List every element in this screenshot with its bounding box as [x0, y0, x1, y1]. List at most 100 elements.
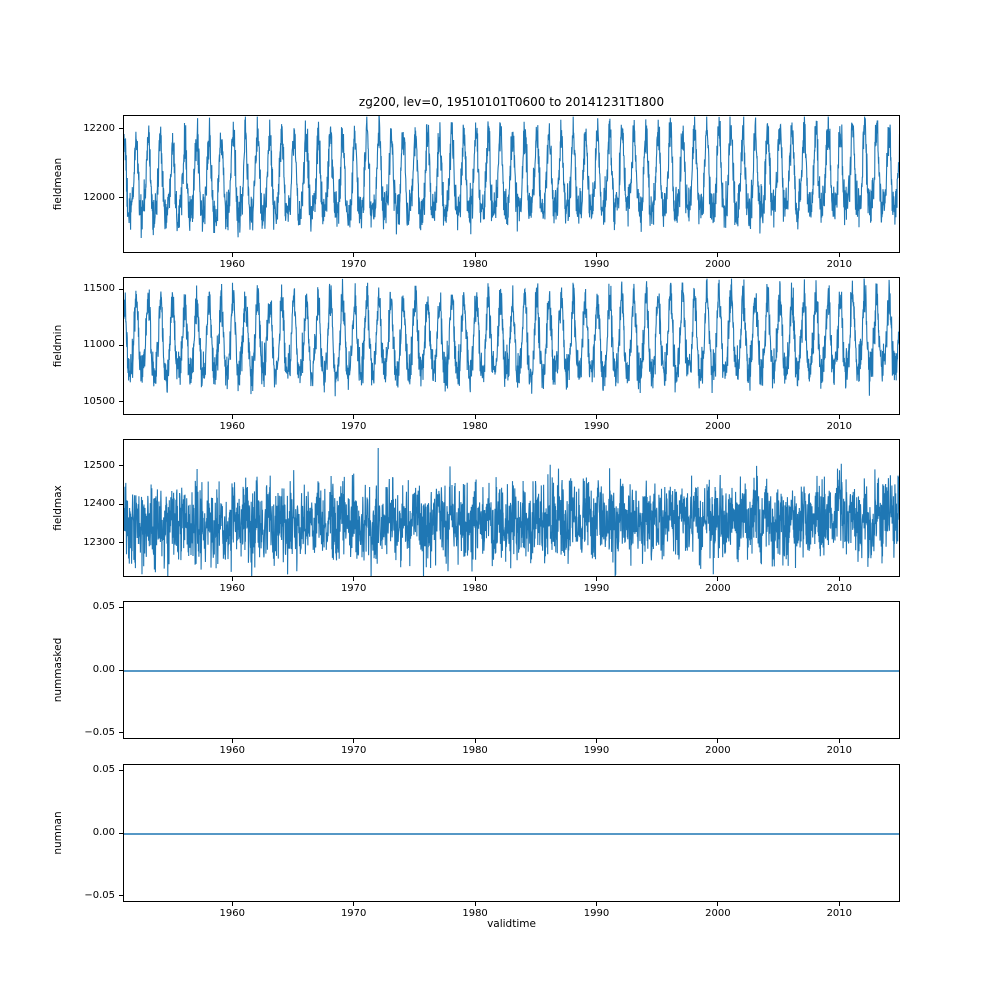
y-tick-mark: [119, 669, 123, 671]
figure-title: zg200, lev=0, 19510101T0600 to 20141231T…: [358, 95, 665, 109]
x-tick-label: 2010: [826, 745, 853, 756]
y-tick-mark: [119, 197, 123, 199]
plot-canvas-fieldmin: [124, 278, 899, 397]
y-tick-label: 11000: [83, 339, 115, 351]
y-tick-label: 12300: [83, 536, 115, 548]
y-tick-mark: [119, 895, 123, 897]
subplot-numnan: numnan 0.05 0.00 −0.05 1960 1970 1980 1990 2000…: [0, 764, 1000, 919]
x-tick-mark: [717, 739, 719, 743]
x-tick-label: 1980: [462, 259, 488, 270]
x-tick-mark: [353, 415, 355, 419]
x-tick-label: 2010: [826, 908, 853, 919]
x-tick-label: 2000: [705, 908, 731, 919]
x-tick-label: 1960: [219, 259, 245, 270]
plot-area-nummasked: [123, 601, 900, 739]
y-tick-label: −0.05: [84, 726, 115, 738]
y-tick-mark: [119, 769, 123, 771]
plot-area-fieldmax: [123, 439, 900, 577]
x-tick-mark: [595, 577, 597, 581]
x-tick-mark: [474, 253, 476, 257]
x-tick-mark: [231, 902, 233, 906]
plot-canvas-fieldmax: [124, 447, 899, 576]
x-tick-mark: [838, 577, 840, 581]
y-tick-label: 0.00: [92, 664, 115, 675]
x-tick-label: 2010: [826, 583, 853, 594]
y-tick-label: 12500: [83, 459, 115, 471]
x-tick-label: 1990: [583, 583, 610, 594]
x-tick-label: 2010: [826, 421, 853, 432]
series-line-fieldmean: [124, 116, 899, 239]
subplot-fieldmax: fieldmax 12500 12400 12300 1960 1970 1980 1990…: [0, 439, 1000, 594]
y-tick-mark: [119, 542, 123, 543]
x-tick-mark: [595, 902, 597, 906]
x-tick-mark: [231, 739, 233, 743]
x-axis-label: validtime: [487, 918, 536, 930]
x-tick-mark: [717, 415, 719, 419]
x-tick-label: 1960: [219, 745, 245, 756]
x-tick-label: 1970: [340, 745, 367, 756]
x-tick-mark: [838, 902, 840, 906]
x-tick-mark: [474, 902, 476, 906]
x-tick-label: 1990: [583, 421, 610, 432]
x-tick-label: 1990: [583, 259, 610, 270]
y-tick-label: 12200: [83, 122, 115, 134]
x-tick-mark: [595, 415, 597, 419]
y-tick-mark: [119, 344, 123, 346]
plot-area-numnan: [123, 764, 900, 902]
x-tick-mark: [717, 902, 719, 906]
x-tick-mark: [353, 577, 355, 581]
x-tick-mark: [595, 253, 597, 257]
series-line-fieldmin: [124, 278, 899, 397]
x-tick-mark: [474, 577, 476, 581]
subplot-fieldmin: fieldmin 11500 11000 10500 1960 1970 1980 1990…: [0, 277, 1000, 432]
y-tick-mark: [119, 832, 123, 834]
x-tick-mark: [838, 415, 840, 419]
y-tick-label: 0.05: [92, 601, 115, 613]
series-line-fieldmax: [124, 447, 899, 576]
plot-canvas-fieldmean: [124, 116, 899, 239]
y-tick-mark: [119, 732, 123, 734]
x-tick-mark: [353, 253, 355, 257]
x-tick-label: 1990: [583, 745, 610, 756]
x-tick-mark: [717, 577, 719, 581]
y-tick-mark: [119, 128, 123, 130]
x-tick-label: 1960: [219, 421, 245, 432]
x-tick-label: 2010: [826, 259, 853, 270]
y-tick-label: −0.05: [84, 889, 115, 901]
x-tick-label: 2000: [705, 259, 731, 270]
subplot-fieldmean: fieldmean 12200 12000 1960 1970 1980 1990 2000…: [0, 115, 1000, 270]
x-tick-mark: [595, 739, 597, 743]
x-tick-label: 1960: [219, 908, 245, 919]
y-tick-label: 12000: [83, 191, 115, 203]
x-tick-mark: [231, 415, 233, 419]
x-tick-mark: [231, 253, 233, 257]
x-tick-mark: [717, 253, 719, 257]
x-tick-label: 1980: [462, 908, 488, 919]
y-tick-label: 0.00: [92, 827, 115, 838]
x-tick-label: 1960: [219, 583, 245, 594]
x-tick-label: 2000: [705, 745, 731, 756]
x-tick-label: 1970: [340, 421, 367, 432]
x-tick-label: 1980: [462, 583, 488, 594]
x-tick-label: 2000: [705, 583, 731, 594]
x-tick-label: 1980: [462, 745, 488, 756]
plot-area-fieldmin: [123, 277, 900, 415]
y-tick-label: 10500: [83, 395, 115, 407]
y-tick-label: 0.05: [92, 764, 115, 776]
y-tick-mark: [119, 401, 123, 403]
x-tick-mark: [353, 739, 355, 743]
y-tick-mark: [119, 503, 123, 505]
x-tick-label: 1970: [340, 259, 367, 270]
plot-canvas-nummasked: [124, 670, 899, 672]
plot-area-fieldmean: [123, 115, 900, 253]
y-tick-mark: [119, 288, 123, 290]
x-tick-mark: [474, 415, 476, 419]
x-tick-mark: [231, 577, 233, 581]
x-tick-label: 1990: [583, 908, 610, 919]
x-tick-label: 1970: [340, 908, 367, 919]
y-tick-label: 12400: [83, 498, 115, 510]
y-tick-label: 11500: [83, 283, 115, 295]
x-tick-mark: [474, 739, 476, 743]
x-tick-label: 1980: [462, 421, 488, 432]
